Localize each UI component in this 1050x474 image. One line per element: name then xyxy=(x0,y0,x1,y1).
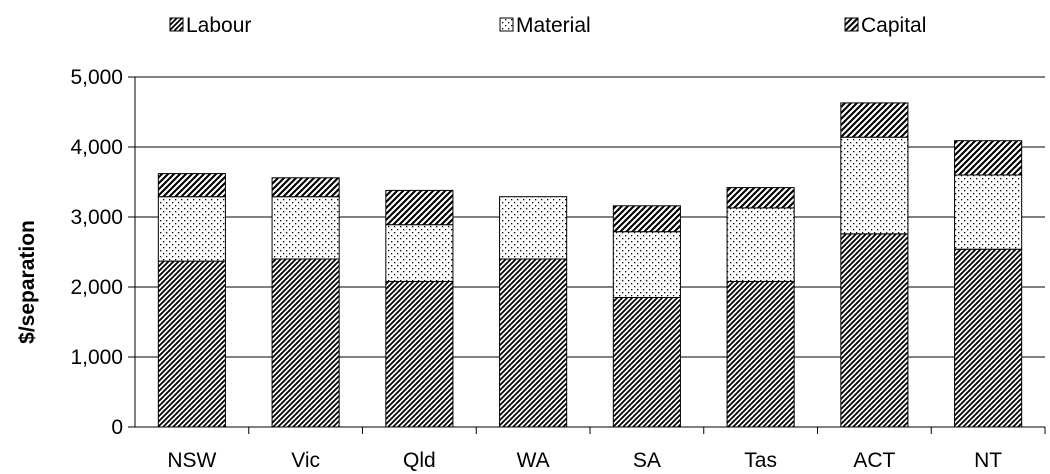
y-tick-label: 5,000 xyxy=(70,66,123,89)
x-tick-label: NSW xyxy=(167,449,216,472)
legend-label-labour: Labour xyxy=(186,14,251,37)
x-tick-label: SA xyxy=(633,449,661,472)
x-tick-label: WA xyxy=(517,449,550,472)
legend-label-capital: Capital xyxy=(861,14,926,37)
bar-segment-capital-tas xyxy=(726,187,795,209)
legend: Labour Material Capital xyxy=(169,14,926,37)
y-tick-label: 1,000 xyxy=(70,346,123,369)
bar-segment-labour-vic xyxy=(271,258,340,428)
bar-segment-labour-nsw xyxy=(157,260,226,428)
x-tick-label: NT xyxy=(974,449,1002,472)
bar-segment-labour-act xyxy=(840,233,909,428)
bar-segment-labour-wa xyxy=(499,258,568,428)
gridlines xyxy=(135,76,1045,358)
axes: 0 1,000 2,000 3,000 4,000 5,000 NSW Vic Qld WA SA T… xyxy=(70,66,1046,472)
y-axis-title: $/separation xyxy=(16,220,39,344)
bars xyxy=(157,102,1023,428)
bar-segment-labour-tas xyxy=(726,280,795,428)
bar-segment-capital-act xyxy=(840,102,909,138)
bar-segment-material-sa xyxy=(612,231,681,298)
y-tick-label: 3,000 xyxy=(70,206,123,229)
bar-segment-material-vic xyxy=(271,196,340,260)
bar-segment-capital-vic xyxy=(271,177,340,198)
legend-swatch-material xyxy=(499,17,514,32)
bar-segment-capital-sa xyxy=(612,205,681,233)
bar-segment-capital-qld xyxy=(385,189,454,226)
bar-segment-material-tas xyxy=(726,207,795,282)
x-tick-label: Tas xyxy=(744,449,777,472)
bar-segment-material-wa xyxy=(499,196,568,260)
legend-swatch-capital xyxy=(844,17,859,32)
bar-segment-labour-nt xyxy=(954,248,1023,428)
bar-segment-material-qld xyxy=(385,224,454,282)
bar-segment-labour-sa xyxy=(612,297,681,428)
bar-segment-capital-nt xyxy=(954,140,1023,176)
bar-segment-material-nsw xyxy=(157,196,226,262)
y-tick-label: 4,000 xyxy=(70,136,123,159)
x-tick-label: Vic xyxy=(291,449,320,472)
bar-segment-capital-nsw xyxy=(157,173,226,198)
x-tick-label: ACT xyxy=(853,449,895,472)
bar-segment-labour-qld xyxy=(385,280,454,428)
y-tick-label: 2,000 xyxy=(70,276,123,299)
y-tick-label: 0 xyxy=(111,416,123,439)
bar-segment-material-nt xyxy=(954,174,1023,250)
legend-swatch-labour xyxy=(169,17,184,32)
legend-label-material: Material xyxy=(516,14,591,37)
bar-segment-material-act xyxy=(840,136,909,235)
x-tick-label: Qld xyxy=(403,449,436,472)
